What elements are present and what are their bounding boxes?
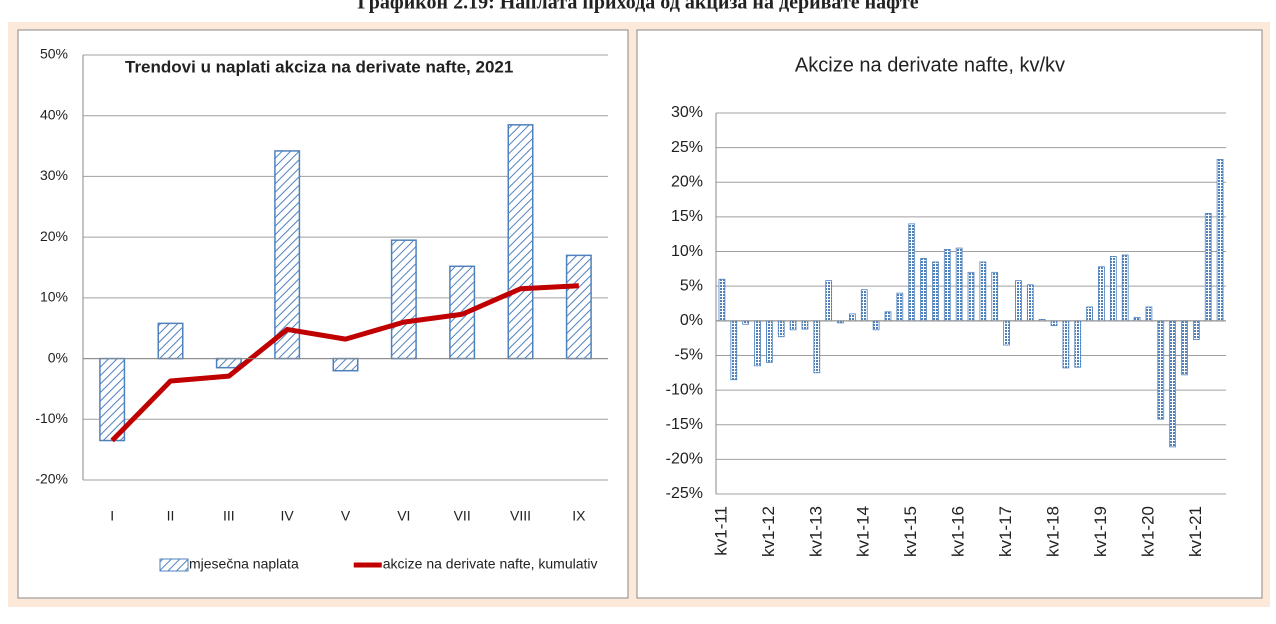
bar xyxy=(718,278,726,322)
bar xyxy=(730,320,738,381)
line xyxy=(110,283,579,443)
bar xyxy=(1181,320,1188,376)
y-tick-label: 0% xyxy=(680,312,703,329)
y-tick-label: -10% xyxy=(666,381,703,398)
bar xyxy=(1015,280,1022,322)
bar xyxy=(825,280,833,322)
bar xyxy=(908,223,916,322)
x-tick-label: kv1-21 xyxy=(1186,506,1205,557)
y-tick-label: 40% xyxy=(40,106,68,122)
bar xyxy=(1216,159,1224,322)
x-tick-label: I xyxy=(110,508,114,524)
bar xyxy=(884,311,892,322)
y-tick-label: 20% xyxy=(40,228,68,244)
bar xyxy=(896,292,904,322)
x-tick-label: kv1-15 xyxy=(901,506,920,557)
bar xyxy=(742,320,750,325)
bar xyxy=(813,320,821,374)
x-tick-label: V xyxy=(341,508,351,524)
x-tick-label: kv1-13 xyxy=(806,506,825,557)
x-tick-label: kv1-19 xyxy=(1091,506,1110,557)
bar xyxy=(507,124,534,360)
bar xyxy=(801,320,809,330)
bar xyxy=(157,322,184,360)
legend-swatch xyxy=(159,558,189,572)
bar xyxy=(979,261,987,322)
x-tick-label: kv1-17 xyxy=(996,506,1015,557)
y-tick-label: -15% xyxy=(666,416,703,433)
x-tick-label: kv1-11 xyxy=(711,506,730,556)
y-tick-label: 20% xyxy=(671,173,703,190)
x-tick-label: VI xyxy=(397,508,410,524)
bar xyxy=(1086,306,1093,322)
x-tick-label: kv1-20 xyxy=(1138,506,1157,557)
x-tick-label: IV xyxy=(281,508,295,524)
y-tick-label: 15% xyxy=(671,208,703,225)
bar xyxy=(1121,254,1129,322)
y-tick-label: 30% xyxy=(40,167,68,183)
bar xyxy=(99,357,126,442)
y-tick-label: 10% xyxy=(671,243,703,260)
y-tick-label: 50% xyxy=(40,46,68,62)
bar xyxy=(766,320,773,363)
bar xyxy=(390,239,417,360)
x-tick-label: kv1-12 xyxy=(759,506,778,557)
bar xyxy=(932,261,939,322)
bar xyxy=(754,320,761,367)
y-tick-label: 30% xyxy=(671,104,703,121)
bar xyxy=(565,254,592,360)
bar xyxy=(274,150,301,360)
y-tick-label: -25% xyxy=(666,485,703,502)
page-title: Графикон 2.19: Наплата прихода од акциза… xyxy=(357,0,918,14)
x-tick-label: kv1-14 xyxy=(854,506,873,557)
bar xyxy=(1050,320,1058,327)
bar xyxy=(967,271,975,322)
bar xyxy=(943,249,951,322)
bar xyxy=(1109,255,1117,322)
x-tick-label: kv1-16 xyxy=(949,506,968,557)
bar xyxy=(872,320,880,331)
y-tick-label: -20% xyxy=(35,471,68,487)
bar xyxy=(1074,320,1082,368)
bar xyxy=(991,271,999,322)
bar xyxy=(1169,320,1176,448)
y-tick-label: -5% xyxy=(675,347,703,364)
bar xyxy=(332,357,359,372)
bar xyxy=(1098,266,1105,322)
bar xyxy=(777,320,785,338)
y-tick-label: 25% xyxy=(671,139,703,156)
bar xyxy=(849,313,856,322)
bar xyxy=(1003,320,1010,346)
bar xyxy=(920,258,927,322)
x-tick-label: III xyxy=(223,508,235,524)
x-tick-label: kv1-18 xyxy=(1044,506,1063,557)
x-tick-label: VIII xyxy=(510,508,531,524)
bar xyxy=(1157,320,1165,420)
bar xyxy=(1145,306,1153,322)
chart-title: Akcize na derivate nafte, kv/kv xyxy=(795,54,1065,76)
bar xyxy=(1192,320,1200,340)
bar xyxy=(1062,320,1070,369)
bar xyxy=(1204,213,1212,322)
y-tick-label: -20% xyxy=(666,451,703,468)
bar xyxy=(1026,284,1034,322)
x-tick-label: VII xyxy=(454,508,471,524)
y-tick-label: -10% xyxy=(35,410,68,426)
legend-label: mjesečna naplata xyxy=(189,556,299,572)
y-tick-label: 5% xyxy=(680,277,703,294)
bar xyxy=(860,289,868,322)
legend-label: akcize na derivate nafte, kumulativ xyxy=(383,556,598,572)
bar xyxy=(955,247,963,322)
y-tick-label: 10% xyxy=(40,289,68,305)
bar xyxy=(1133,316,1141,322)
chart-title: Trendovi u naplati akciza na derivate na… xyxy=(125,57,513,76)
y-tick-label: 0% xyxy=(48,349,68,365)
bar xyxy=(789,320,797,331)
x-tick-label: IX xyxy=(572,508,586,524)
x-tick-label: II xyxy=(167,508,175,524)
